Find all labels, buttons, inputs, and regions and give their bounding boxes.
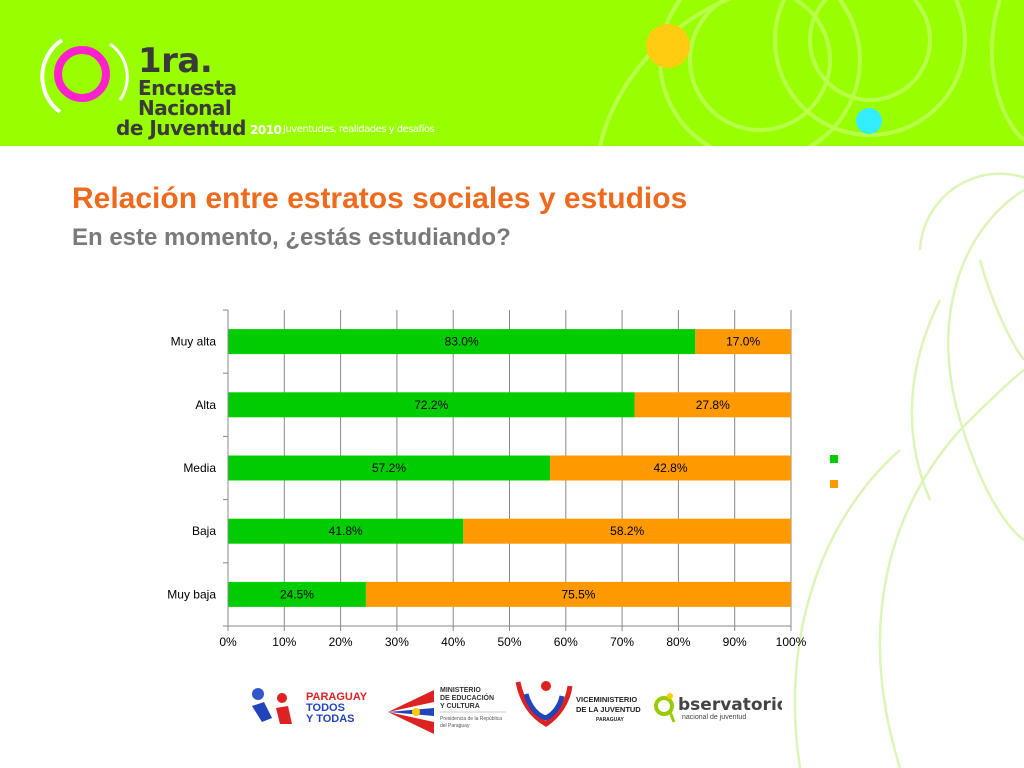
data-label: 42.8% — [654, 461, 688, 475]
data-label: 24.5% — [280, 587, 314, 601]
mec-line5: del Paraguay — [440, 723, 470, 729]
logo-ring-icon — [54, 46, 110, 102]
slide-subtitle: En este momento, ¿estás estudiando? — [72, 224, 511, 251]
x-tick-label: 10% — [272, 635, 296, 649]
y-todas-text: Y TODAS — [306, 713, 355, 725]
logo-year: 2010 — [250, 123, 282, 137]
bar-si — [228, 518, 464, 544]
data-label: 57.2% — [372, 461, 406, 475]
observatorio-subtext: nacional de juventud — [682, 714, 746, 721]
bar-no — [634, 392, 791, 418]
slide-title: Relación entre estratos sociales y estud… — [72, 182, 688, 215]
y-category-label: Muy baja — [167, 587, 216, 601]
stacked-bar-chart: 83.0% 17.0% 72.2% 27.8% 57.2% 42.8% 41.8% 58.2%… — [167, 309, 838, 649]
paraguay-todos-logo: PARAGUAY TODOS Y TODAS — [252, 688, 368, 725]
bar-si — [228, 455, 551, 481]
mec-line4: Presidencia de la República — [440, 716, 502, 722]
header-banner: 1ra. Encuesta Nacional de Juventud 2010 … — [0, 0, 1024, 146]
bars: 83.0% 17.0% 72.2% 27.8% 57.2% 42.8% 41.8% 58.2%… — [228, 329, 791, 607]
data-label: 83.0% — [445, 335, 479, 349]
x-tick-label: 50% — [497, 635, 521, 649]
legend: SiNo — [830, 455, 838, 488]
bar-si — [228, 392, 635, 418]
bar-no — [695, 329, 791, 355]
cyan-dot — [856, 108, 882, 134]
logo-line3: de Juventud — [116, 116, 246, 140]
bar-no — [463, 518, 791, 544]
x-tick-label: 100% — [776, 635, 807, 649]
x-tick-label: 70% — [610, 635, 634, 649]
paraguay-text: PARAGUAY — [306, 691, 368, 703]
yellow-dot — [646, 24, 690, 68]
logo-tagline: Juventudes, realidades y desafíos — [283, 124, 435, 135]
logo-number: 1ra. — [138, 41, 213, 81]
x-tick-label: 40% — [441, 635, 465, 649]
y-category-label: Muy alta — [171, 335, 217, 349]
mec-line3: Y CULTURA — [440, 703, 480, 710]
bar-no — [550, 455, 791, 481]
logo-line2: Nacional — [138, 96, 232, 120]
mec-line1: MINISTERIO — [440, 687, 481, 694]
legend-swatch-si — [830, 455, 838, 463]
data-label: 41.8% — [329, 524, 363, 538]
vmj-line3: PARAGUAY — [596, 717, 624, 723]
x-tick-label: 30% — [385, 635, 409, 649]
y-category-label: Baja — [192, 524, 216, 538]
x-tick-label: 80% — [666, 635, 690, 649]
observatorio-logo: bservatorio nacional de juventud — [654, 693, 782, 723]
bar-si — [228, 581, 366, 607]
header-decoration — [40, 0, 1024, 146]
y-category-label: Alta — [195, 398, 216, 412]
legend-swatch-no — [830, 480, 838, 488]
vmj-line1: VICEMINISTERIO — [576, 695, 637, 704]
data-label: 58.2% — [610, 524, 644, 538]
x-tick-label: 90% — [723, 635, 747, 649]
ministerio-educacion-logo: MINISTERIO DE EDUCACIÓN Y CULTURA Presid… — [388, 687, 506, 734]
y-category-label: Media — [183, 461, 216, 475]
data-label: 17.0% — [726, 335, 760, 349]
x-tick-label: 60% — [554, 635, 578, 649]
x-tick-label: 20% — [329, 635, 353, 649]
x-tick-label: 0% — [219, 635, 237, 649]
observatorio-text: bservatorio — [678, 695, 782, 715]
mec-line2: DE EDUCACIÓN — [440, 693, 494, 702]
bar-no — [365, 581, 791, 607]
data-label: 27.8% — [696, 398, 730, 412]
data-label: 72.2% — [414, 398, 448, 412]
vmj-line2: DE LA JUVENTUD — [576, 705, 641, 714]
axes: 0% 10% 20% 30% 40% 50% 60% 70% 80% 90% 100% Muy alt… — [167, 309, 807, 649]
todos-text: TODOS — [306, 702, 345, 714]
bar-si — [228, 329, 696, 355]
data-label: 75.5% — [561, 587, 595, 601]
viceministerio-juventud-logo: VICEMINISTERIO DE LA JUVENTUD PARAGUAY — [515, 681, 641, 727]
logo-line1: Encuesta — [138, 76, 237, 100]
